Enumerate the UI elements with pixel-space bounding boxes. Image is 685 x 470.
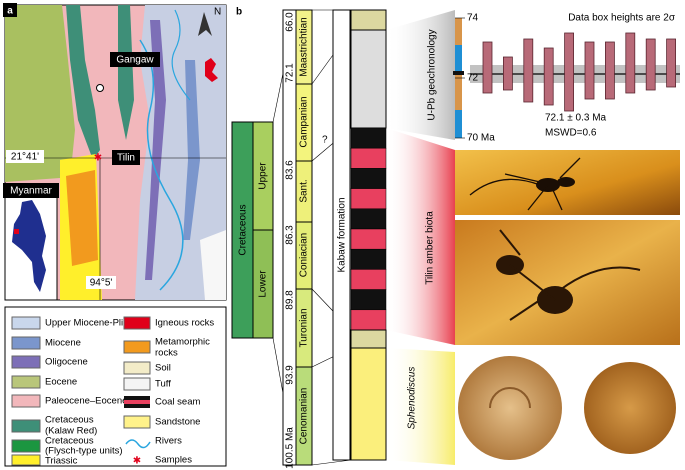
legend: Upper Miocene-Pliocene Miocene Oligocene… — [4, 306, 227, 467]
stage: Maastrichtian — [299, 17, 310, 76]
legend-label: Tuff — [155, 379, 171, 390]
legend-label: Rivers — [155, 436, 182, 447]
formation: Kabaw formation — [337, 197, 348, 272]
north-arrow — [198, 12, 212, 36]
age: 86.3 — [285, 225, 296, 245]
coal-seam — [350, 188, 387, 210]
coal-seam — [350, 248, 387, 270]
stage: Turonian — [299, 308, 310, 347]
legend-label: Miocene — [45, 338, 81, 349]
upb-note: Data box heights are 2σ — [568, 13, 676, 24]
place: Tilin — [117, 153, 135, 164]
north: N — [214, 7, 221, 18]
coal-seam — [350, 309, 387, 331]
y-tick-label: 74 — [467, 13, 479, 24]
inset-label: Myanmar — [10, 186, 52, 197]
epoch: Upper — [258, 162, 269, 190]
data-box — [625, 32, 636, 94]
coal-seam — [350, 228, 387, 250]
legend-label: Igneous rocks — [155, 318, 214, 329]
fossil: Sphenodiscus — [407, 367, 418, 430]
legend-label: Paleocene–Eocene — [45, 396, 127, 407]
latitude: 21°41' — [11, 152, 39, 163]
legend-label: (Flysch-type units) — [45, 446, 123, 457]
age: 89.8 — [285, 290, 296, 310]
coal-seam — [350, 127, 387, 149]
data-box — [584, 41, 595, 100]
legend-label: Cretaceous — [45, 436, 94, 447]
uncertain: ? — [322, 135, 328, 146]
upb-title: U-Pb geochronology — [427, 29, 438, 120]
stage: Sant. — [299, 179, 310, 202]
place: Gangaw — [116, 55, 154, 66]
upb-plot: Data box heights are 2σ 72.1 ± 0.3 Ma MS… — [453, 5, 680, 145]
coal-seam — [350, 269, 387, 290]
svg-text:✱: ✱ — [133, 456, 141, 467]
amber-photo — [455, 150, 680, 215]
age: 100.5 Ma — [285, 427, 296, 469]
legend-label: Upper Miocene-Pliocene — [45, 318, 149, 329]
coal-seam — [350, 168, 387, 189]
stage: Campanian — [299, 96, 310, 147]
sample-star: ✱ — [94, 153, 102, 164]
upb-mswd: MSWD=0.6 — [545, 128, 597, 139]
data-box — [482, 41, 493, 94]
coal-seam — [350, 208, 387, 230]
data-box — [564, 32, 574, 112]
age: 72.1 — [285, 63, 296, 83]
longitude: 94°5' — [90, 278, 113, 289]
coal-seam — [350, 289, 387, 311]
legend-label: Coal seam — [155, 397, 200, 408]
panel-label: b — [236, 7, 242, 18]
data-box — [645, 38, 656, 91]
data-box — [523, 38, 534, 103]
y-tick-label: 72 — [467, 73, 479, 84]
period: Cretaceous — [238, 204, 249, 255]
data-box — [605, 41, 615, 100]
legend-label: (Kalaw Red) — [45, 426, 97, 437]
data-box — [666, 38, 676, 88]
stratigraphy: b Cretaceous Upper Lower Maastrichtian C… — [231, 7, 387, 469]
legend-label: Cretaceous — [45, 415, 94, 426]
stage: Cenomanian — [299, 388, 310, 445]
ammonite-photo — [458, 356, 676, 460]
amber-photo — [455, 220, 680, 345]
legend-label: Metamorphic — [155, 337, 210, 348]
map: ✱ N Gangaw Tilin 21°41' 94°5' Myanmar a — [3, 3, 227, 301]
y-tick-label: 70 Ma — [467, 133, 495, 144]
upb-age: 72.1 ± 0.3 Ma — [545, 113, 607, 124]
legend-label: Samples — [155, 455, 192, 466]
data-box — [543, 47, 554, 106]
biota: Tilin amber biota — [425, 211, 436, 285]
legend-label: rocks — [155, 348, 178, 359]
age: 93.9 — [285, 365, 296, 385]
panel-label: a — [7, 6, 13, 17]
coal-seam — [350, 147, 387, 169]
epoch: Lower — [258, 270, 269, 298]
legend-label: Oligocene — [45, 357, 88, 368]
legend-label: Eocene — [45, 377, 77, 388]
legend-label: Soil — [155, 363, 171, 374]
legend-label: Triassic — [45, 456, 78, 467]
data-box — [502, 56, 513, 91]
age: 66.0 — [285, 12, 296, 32]
legend-label: Sandstone — [155, 417, 200, 428]
age: 83.6 — [285, 160, 296, 180]
stage: Coniacian — [299, 233, 310, 277]
